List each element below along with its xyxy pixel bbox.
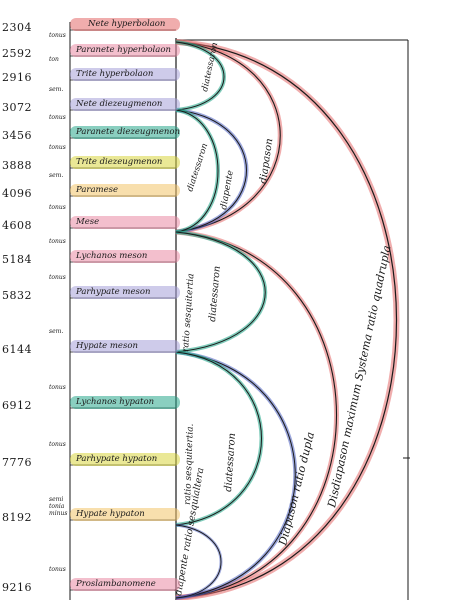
interval-label: semi tonia minus bbox=[49, 496, 68, 517]
arc-diapente-lower bbox=[175, 350, 298, 600]
ratio-number: 6912 bbox=[2, 399, 32, 412]
interval-label: sem. bbox=[49, 172, 64, 179]
note-name: Paramese bbox=[76, 185, 119, 195]
note-color-wash bbox=[70, 340, 180, 353]
note-color-wash bbox=[70, 184, 180, 197]
ratio-number: 2592 bbox=[2, 47, 32, 60]
note-name: Trite hyperbolaon bbox=[76, 69, 154, 79]
note-name: Nete diezeugmenon bbox=[76, 99, 163, 109]
ratio-number: 3456 bbox=[2, 129, 32, 142]
label-diatessaron-mid: diatessaron bbox=[185, 142, 210, 193]
ratio-number: 3888 bbox=[2, 159, 32, 172]
ratio-number: 6144 bbox=[2, 343, 32, 356]
note-name: Lychanos meson bbox=[76, 251, 148, 261]
note-color-wash bbox=[70, 18, 180, 31]
note-name: Trite diezeugmenon bbox=[76, 157, 163, 167]
interval-label: sem. bbox=[49, 86, 64, 93]
ratio-number: 5184 bbox=[2, 253, 32, 266]
note-name: Nete hyperbolaon bbox=[88, 19, 166, 29]
note-name: Mese bbox=[76, 217, 100, 227]
arc-diapason-upper bbox=[175, 39, 283, 235]
note-color-wash bbox=[70, 578, 180, 591]
ratio-number: 4096 bbox=[2, 187, 32, 200]
ratio-number: 3072 bbox=[2, 101, 32, 114]
ratio-number: 2304 bbox=[2, 21, 32, 34]
label-diatessaron-lower-mid: diatessaron bbox=[207, 265, 223, 322]
note-color-wash bbox=[70, 286, 180, 299]
arc-diapason-lower bbox=[175, 229, 339, 600]
interval-label: tonus bbox=[49, 441, 66, 448]
note-color-wash bbox=[70, 453, 180, 466]
label-diapason-upper: diapason bbox=[258, 138, 275, 185]
interval-label: tonus bbox=[49, 384, 66, 391]
note-color-wash bbox=[70, 216, 180, 229]
interval-label: sem. bbox=[49, 328, 64, 335]
arc-diatessaron-top bbox=[175, 40, 226, 112]
ratio-number: 8192 bbox=[2, 511, 32, 524]
label-diatessaron-lower: diatessaron bbox=[223, 433, 238, 493]
note-color-wash bbox=[70, 44, 180, 57]
note-name: Lychanos hypaton bbox=[76, 397, 155, 407]
note-color-wash bbox=[70, 126, 180, 139]
ratio-number: 2916 bbox=[2, 71, 32, 84]
ratio-number: 7776 bbox=[2, 456, 32, 469]
arc-disdiapason bbox=[175, 39, 400, 600]
note-color-wash bbox=[70, 508, 180, 521]
interval-label: tonus bbox=[49, 566, 66, 573]
note-color-wash bbox=[70, 98, 180, 111]
note-color-wash bbox=[70, 156, 180, 169]
interval-label: tonus bbox=[49, 204, 66, 211]
note-name: Parhypate meson bbox=[76, 287, 151, 297]
note-color-wash bbox=[70, 396, 180, 409]
ratio-number: 5832 bbox=[2, 289, 32, 302]
arc-diatessaron-mid-lower bbox=[175, 230, 268, 354]
label-ratio-sesquitertia-upper: ratio sesquitertia bbox=[181, 273, 196, 352]
note-name: Parhypate hypaton bbox=[76, 454, 158, 464]
note-name: Proslambanomene bbox=[76, 579, 156, 589]
ratio-number: 9216 bbox=[2, 581, 32, 594]
interval-label: ton bbox=[49, 56, 59, 63]
arc-diatessaron-bottom-inner bbox=[175, 523, 223, 600]
ratio-number: 4608 bbox=[2, 219, 32, 232]
note-name: Paranete diezeugmenon bbox=[76, 127, 180, 137]
note-color-wash bbox=[70, 68, 180, 81]
interval-label: tonus bbox=[49, 144, 66, 151]
arc-diapente-upper bbox=[175, 108, 249, 234]
label-ratio-sesquitertia-lower: ratio sesquitertia. bbox=[183, 423, 196, 505]
interval-label: tonus bbox=[49, 114, 66, 121]
interval-label: tonus bbox=[49, 32, 66, 39]
note-name: Hypate meson bbox=[76, 341, 138, 351]
note-name: Paranete hyperbolaon bbox=[76, 45, 171, 55]
note-name: Hypate hypaton bbox=[76, 509, 145, 519]
arc-diatessaron-bottom bbox=[175, 350, 264, 527]
interval-label: tonus bbox=[49, 238, 66, 245]
interval-label: tonus bbox=[49, 274, 66, 281]
arc-diatessaron-mid-upper bbox=[175, 108, 220, 234]
note-color-wash bbox=[70, 250, 180, 263]
label-diapason-lower: Diapason ratio dupla bbox=[276, 431, 317, 548]
